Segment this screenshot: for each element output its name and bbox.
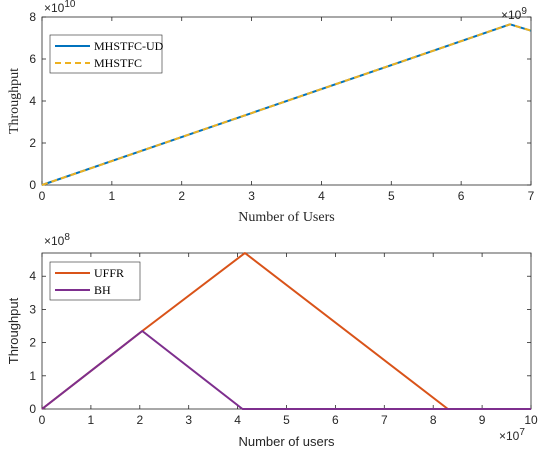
x-axis-label: Number of Users xyxy=(238,210,334,225)
series-line-bh xyxy=(41,330,531,410)
y-tick-label: 6 xyxy=(29,52,36,66)
y-exponent-label: ×108 xyxy=(44,232,70,248)
y-tick-label: 0 xyxy=(29,402,36,416)
x-exponent-base: ×10 xyxy=(499,429,520,443)
y-exponent-power: 8 xyxy=(64,232,70,243)
x-tick-label: 1 xyxy=(88,413,95,427)
x-exponent-power: 9 xyxy=(521,6,527,17)
y-axis-label: Throughput xyxy=(6,297,21,364)
x-tick-label: 10 xyxy=(524,413,538,427)
x-tick-label: 7 xyxy=(528,189,535,203)
y-tick-label: 4 xyxy=(29,269,36,283)
legend-box xyxy=(49,261,141,301)
y-exponent-power: 10 xyxy=(64,0,76,10)
x-tick-label: 8 xyxy=(430,413,437,427)
y-exponent-base: ×10 xyxy=(44,1,65,15)
y-tick-label: 1 xyxy=(29,369,36,383)
x-tick-label: 4 xyxy=(318,189,325,203)
y-exponent-base: ×10 xyxy=(44,234,65,248)
x-exponent-base: ×10 xyxy=(501,8,522,22)
x-tick-label: 9 xyxy=(479,413,486,427)
x-tick-label: 7 xyxy=(381,413,388,427)
x-tick-label: 3 xyxy=(248,189,255,203)
legend-label: MHSTFC xyxy=(94,56,142,70)
x-tick-label: 2 xyxy=(178,189,185,203)
y-tick-label: 8 xyxy=(29,10,36,24)
x-tick-label: 5 xyxy=(283,413,290,427)
y-exponent-label: ×1010 xyxy=(44,0,76,15)
y-tick-label: 4 xyxy=(29,94,36,108)
x-tick-label: 6 xyxy=(458,189,465,203)
x-tick-label: 4 xyxy=(234,413,241,427)
legend-label: BH xyxy=(94,283,111,297)
x-axis-label: Number of users xyxy=(238,434,335,449)
legend-label: UFFR xyxy=(94,266,124,280)
x-tick-label: 5 xyxy=(388,189,395,203)
y-tick-label: 2 xyxy=(29,336,36,350)
y-tick-label: 2 xyxy=(29,136,36,150)
y-tick-label: 0 xyxy=(29,178,36,192)
x-exponent-label: ×107 xyxy=(499,427,525,443)
y-tick-label: 3 xyxy=(29,302,36,316)
x-tick-label: 2 xyxy=(136,413,143,427)
x-tick-label: 1 xyxy=(109,189,116,203)
legend-box xyxy=(49,34,163,74)
x-tick-label: 0 xyxy=(39,413,46,427)
series-line-mhstfc xyxy=(41,23,532,186)
y-axis-label: Throughput xyxy=(7,68,22,134)
x-tick-label: 3 xyxy=(185,413,192,427)
x-tick-label: 0 xyxy=(39,189,46,203)
x-tick-label: 6 xyxy=(332,413,339,427)
x-exponent-power: 7 xyxy=(519,427,525,438)
x-exponent-label: ×109 xyxy=(501,6,527,22)
legend-label: MHSTFC-UD xyxy=(94,39,164,53)
